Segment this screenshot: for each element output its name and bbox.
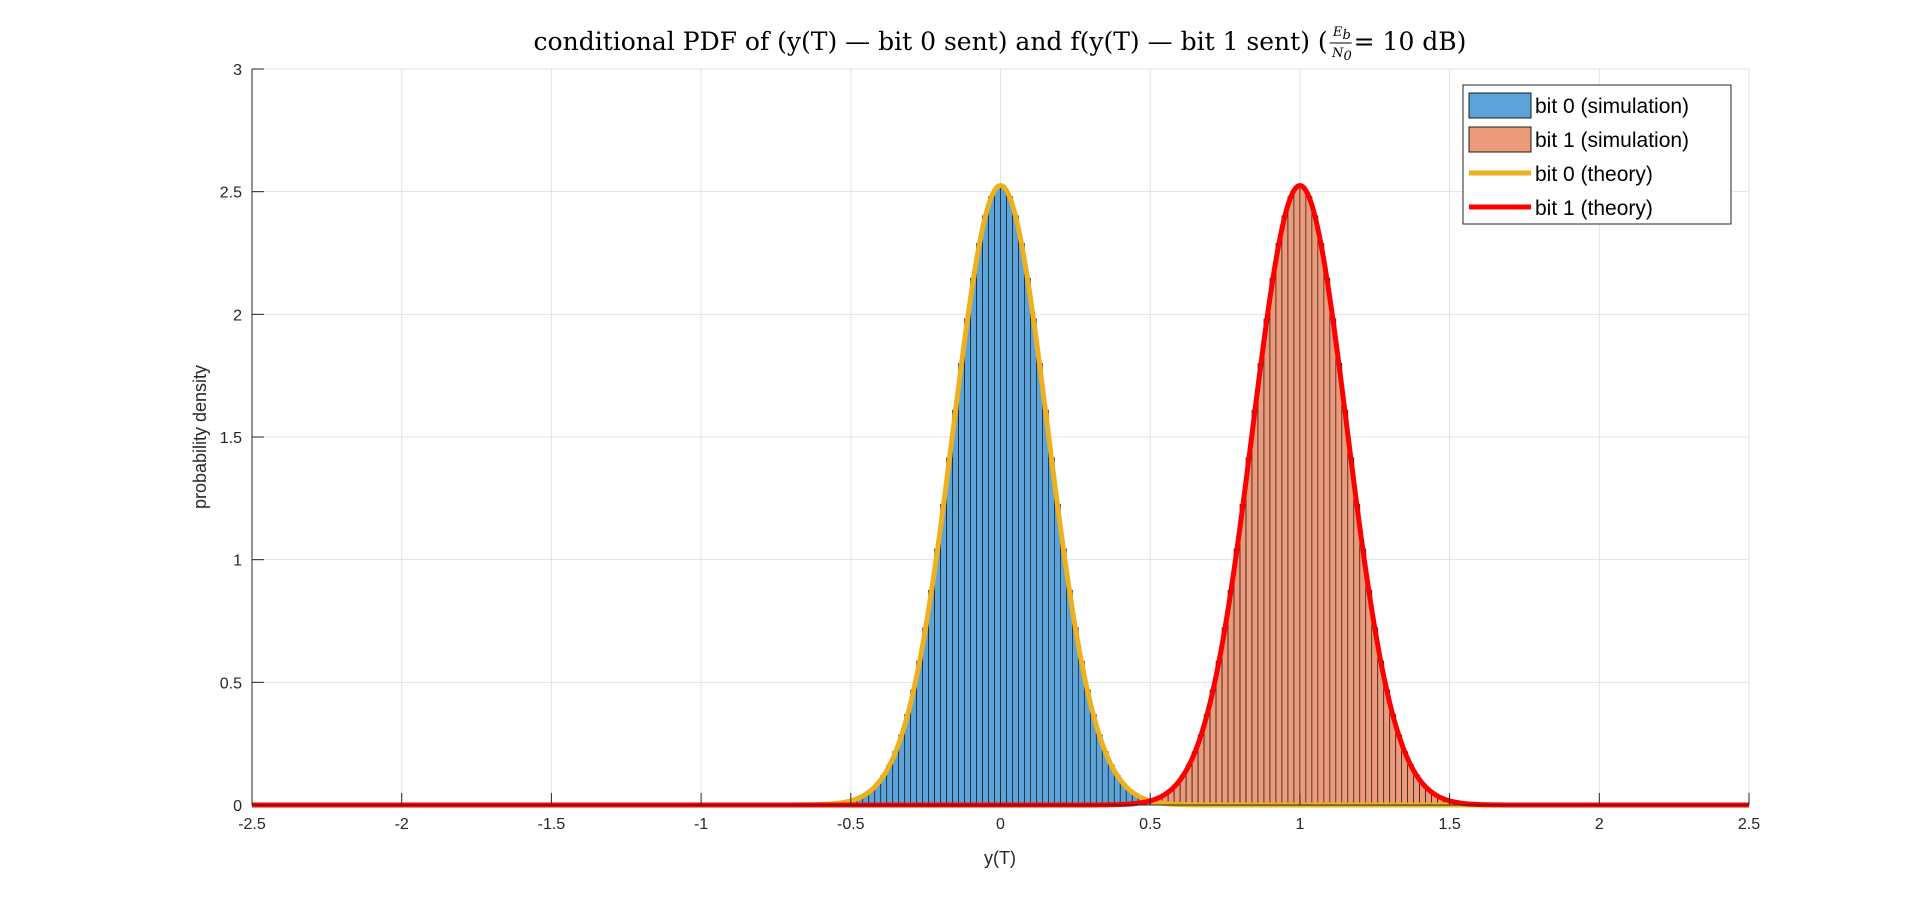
histogram-bar-bit0 [1066, 589, 1073, 806]
y-axis-label: probability density [190, 365, 210, 509]
title-prefix: conditional PDF of (y(T) — bit 0 sent) a… [534, 27, 1328, 56]
title-frac-numerator-sub: b [1343, 28, 1351, 43]
x-tick-label: 0 [996, 816, 1005, 833]
x-tick-label: 1.5 [1438, 816, 1460, 833]
histogram-bar-bit0 [1036, 363, 1043, 806]
x-tick-label: 2 [1595, 816, 1604, 833]
x-tick-label: -1 [694, 816, 708, 833]
histogram-bar-bit0 [988, 196, 995, 806]
histogram-bar-bit0 [1030, 318, 1037, 806]
histogram-bar-bit1 [1257, 363, 1265, 806]
histogram-bar-bit1 [1287, 196, 1295, 806]
histogram-bar-bit1 [1353, 504, 1361, 806]
title-frac-denominator-sub: 0 [1344, 49, 1352, 64]
histogram-bar-bit1 [1329, 318, 1337, 806]
tick-labels: -2.5 -2 -1.5 -1 -0.5 0 0.5 1 1.5 2 2.5 0 0.5 1 1.5 2 2.5… [220, 62, 1760, 833]
histogram-bar-bit0 [934, 548, 941, 806]
histogram-bar-bit0 [922, 627, 929, 806]
legend-swatch [1468, 92, 1532, 119]
histogram-bar-bit1 [1239, 504, 1247, 806]
x-axis-label: y(T) [984, 848, 1016, 868]
x-tick-label: -2 [395, 816, 409, 833]
x-tick-label: 0.5 [1139, 816, 1161, 833]
y-tick-label: 3 [233, 62, 242, 79]
histogram-bar-bit1 [1263, 318, 1271, 806]
y-tick-label: 2.5 [220, 185, 242, 202]
histogram-bar-bit0 [964, 318, 971, 806]
histogram-bar-bit1 [1245, 457, 1253, 806]
legend-entry-label: bit 0 (simulation) [1535, 95, 1689, 118]
histogram-bar-bit1 [1275, 243, 1283, 806]
histogram-bar-bit1 [1365, 589, 1373, 806]
histogram-bar-bit0 [1012, 215, 1019, 806]
histogram-bar-bit1 [1233, 548, 1241, 806]
legend: bit 0 (simulation) bit 1 (simulation) bit … [1462, 84, 1732, 225]
x-tick-label: -0.5 [837, 816, 865, 833]
histogram-bar-bit0 [928, 589, 935, 806]
histogram-bar-bit1 [1371, 627, 1379, 806]
histogram-bar-bit0 [1072, 627, 1079, 806]
histogram-bars [844, 186, 1468, 806]
histogram-bar-bit0 [976, 243, 983, 806]
histogram-bar-bit1 [1227, 589, 1235, 806]
histogram-bar-bit1 [1335, 363, 1343, 806]
histogram-bar-bit0 [970, 277, 977, 806]
y-tick-label: 1 [233, 553, 242, 570]
histogram-bar-bit0 [958, 363, 965, 806]
histogram-bar-bit0 [1048, 457, 1055, 806]
histogram-bar-bit0 [1054, 504, 1061, 806]
histogram-bar-bit0 [994, 186, 1001, 806]
histogram-bar-bit0 [1018, 243, 1025, 806]
legend-entry-label: bit 1 (simulation) [1535, 129, 1689, 152]
title-suffix: = 10 dB) [1354, 27, 1467, 56]
histogram-bar-bit0 [940, 504, 947, 806]
histogram-bar-bit0 [1006, 196, 1013, 806]
chart-title: conditional PDF of (y(T) — bit 0 sent) a… [534, 25, 1467, 64]
histogram-bar-bit0 [1000, 186, 1007, 806]
histogram-bar-bit0 [1042, 409, 1049, 806]
y-tick-label: 0 [233, 798, 242, 815]
axes [251, 68, 1750, 806]
histogram-bar-bit1 [1299, 186, 1307, 806]
legend-entry-label: bit 1 (theory) [1535, 197, 1653, 220]
histogram-bar-bit1 [1251, 409, 1259, 806]
histogram-bar-bit1 [1359, 548, 1367, 806]
svg-text:conditional PDF of (y(T) — bit: conditional PDF of (y(T) — bit 0 sent) a… [534, 27, 1328, 56]
histogram-bar-bit1 [1347, 457, 1355, 806]
legend-entry-label: bit 0 (theory) [1535, 163, 1653, 186]
x-tick-label: 2.5 [1738, 816, 1760, 833]
x-tick-label: -1.5 [538, 816, 566, 833]
histogram-bar-bit0 [1024, 277, 1031, 806]
histogram-bar-bit1 [1317, 243, 1325, 806]
histogram-bar-bit0 [1060, 548, 1067, 806]
y-tick-label: 1.5 [220, 430, 242, 447]
x-tick-label: 1 [1295, 816, 1304, 833]
legend-swatch [1468, 126, 1532, 153]
histogram-bar-bit1 [1323, 277, 1331, 806]
histogram-bar-bit1 [1311, 215, 1319, 806]
histogram-bar-bit1 [1269, 277, 1277, 806]
x-tick-label: -2.5 [238, 816, 266, 833]
histogram-bar-bit0 [982, 215, 989, 806]
y-tick-label: 0.5 [220, 675, 242, 692]
title-frac-numerator: E [1332, 25, 1343, 40]
y-tick-label: 2 [233, 307, 242, 324]
histogram-bar-bit1 [1341, 409, 1349, 806]
histogram-bar-bit0 [946, 457, 953, 806]
histogram-bar-bit1 [1293, 186, 1301, 806]
histogram-bar-bit1 [1305, 196, 1313, 806]
title-frac-denominator: N [1331, 46, 1344, 61]
histogram-bar-bit1 [1281, 215, 1289, 806]
histogram-bar-bit0 [952, 409, 959, 806]
histogram-bar-bit1 [1221, 627, 1229, 806]
